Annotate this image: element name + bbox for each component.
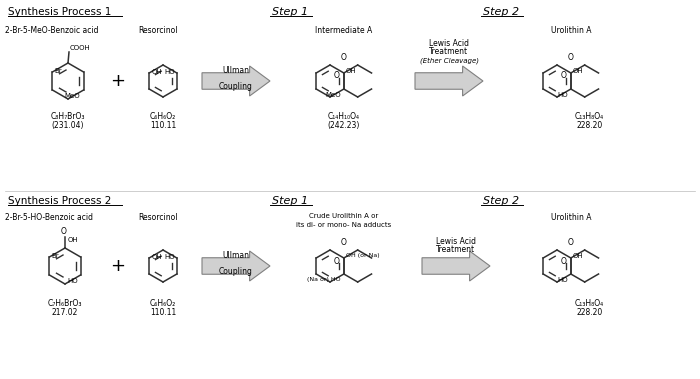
Text: COOH: COOH: [70, 45, 91, 51]
Text: (Na or) HO: (Na or) HO: [307, 277, 341, 282]
Text: C₁₃H₈O₄: C₁₃H₈O₄: [575, 112, 604, 121]
Text: OH: OH: [573, 253, 583, 259]
Text: C₆H₆O₂: C₆H₆O₂: [150, 299, 176, 308]
Text: O: O: [333, 72, 340, 80]
Text: MeO: MeO: [64, 93, 80, 99]
Text: Treatment: Treatment: [436, 245, 475, 254]
Text: (242.23): (242.23): [328, 121, 360, 130]
Text: Lewis Acid: Lewis Acid: [429, 39, 469, 48]
Text: C₁₄H₁₀O₄: C₁₄H₁₀O₄: [328, 112, 360, 121]
Text: 2-Br-5-HO-Benzoic acid: 2-Br-5-HO-Benzoic acid: [5, 213, 93, 222]
Text: 110.11: 110.11: [150, 121, 176, 130]
Text: OH: OH: [346, 68, 356, 74]
Text: 217.02: 217.02: [52, 308, 78, 317]
Text: MeO: MeO: [326, 92, 341, 98]
Text: O: O: [561, 257, 566, 266]
Text: O: O: [568, 238, 574, 247]
Text: HO: HO: [557, 92, 568, 98]
Text: OH (or Na): OH (or Na): [346, 254, 379, 258]
Text: Resorcinol: Resorcinol: [138, 26, 178, 35]
Text: Coupling: Coupling: [219, 267, 253, 276]
Text: OH: OH: [573, 68, 583, 74]
Text: (Ether Cleavage): (Ether Cleavage): [419, 57, 479, 64]
Text: C₇H₆BrO₃: C₇H₆BrO₃: [48, 299, 83, 308]
Text: C₆H₆O₂: C₆H₆O₂: [150, 112, 176, 121]
Text: +: +: [111, 72, 125, 90]
Text: HO: HO: [164, 69, 175, 75]
Text: Resorcinol: Resorcinol: [138, 213, 178, 222]
Polygon shape: [202, 251, 270, 281]
Text: Step 1: Step 1: [272, 7, 308, 17]
Text: 110.11: 110.11: [150, 308, 176, 317]
Text: its di- or mono- Na adducts: its di- or mono- Na adducts: [296, 222, 391, 228]
Text: +: +: [111, 257, 125, 275]
Text: Br: Br: [51, 253, 59, 259]
Text: O: O: [341, 238, 346, 247]
Text: HO: HO: [164, 254, 175, 260]
Text: 228.20: 228.20: [576, 308, 603, 317]
Text: Step 2: Step 2: [483, 196, 519, 206]
Text: C₁₃H₈O₄: C₁₃H₈O₄: [575, 299, 604, 308]
Text: (231.04): (231.04): [52, 121, 84, 130]
Text: HO: HO: [557, 277, 568, 283]
Text: Synthesis Process 1: Synthesis Process 1: [8, 7, 111, 17]
Text: Ullman: Ullman: [223, 251, 249, 260]
Polygon shape: [202, 66, 270, 96]
Text: OH: OH: [151, 254, 162, 260]
Text: Coupling: Coupling: [219, 82, 253, 91]
Text: O: O: [561, 72, 566, 80]
Text: Crude Urolithin A or: Crude Urolithin A or: [309, 213, 379, 219]
Text: OH: OH: [151, 69, 162, 75]
Text: OH: OH: [68, 237, 78, 243]
Text: O: O: [61, 227, 67, 236]
Text: Treatment: Treatment: [429, 47, 468, 56]
Text: C₈H₇BrO₃: C₈H₇BrO₃: [50, 112, 85, 121]
Text: Lewis Acid: Lewis Acid: [436, 237, 476, 246]
Text: Intermediate A: Intermediate A: [315, 26, 372, 35]
Text: O: O: [341, 53, 346, 62]
Text: 2-Br-5-MeO-Benzoic acid: 2-Br-5-MeO-Benzoic acid: [5, 26, 99, 35]
Text: HO: HO: [67, 278, 78, 284]
Text: Urolithin A: Urolithin A: [551, 26, 591, 35]
Polygon shape: [415, 66, 483, 96]
Polygon shape: [422, 251, 490, 281]
Text: Urolithin A: Urolithin A: [551, 213, 591, 222]
Text: O: O: [333, 257, 340, 266]
Text: O: O: [568, 53, 574, 62]
Text: Br: Br: [55, 68, 62, 74]
Text: Ullman: Ullman: [223, 66, 249, 75]
Text: Step 1: Step 1: [272, 196, 308, 206]
Text: Synthesis Process 2: Synthesis Process 2: [8, 196, 111, 206]
Text: Step 2: Step 2: [483, 7, 519, 17]
Text: 228.20: 228.20: [576, 121, 603, 130]
